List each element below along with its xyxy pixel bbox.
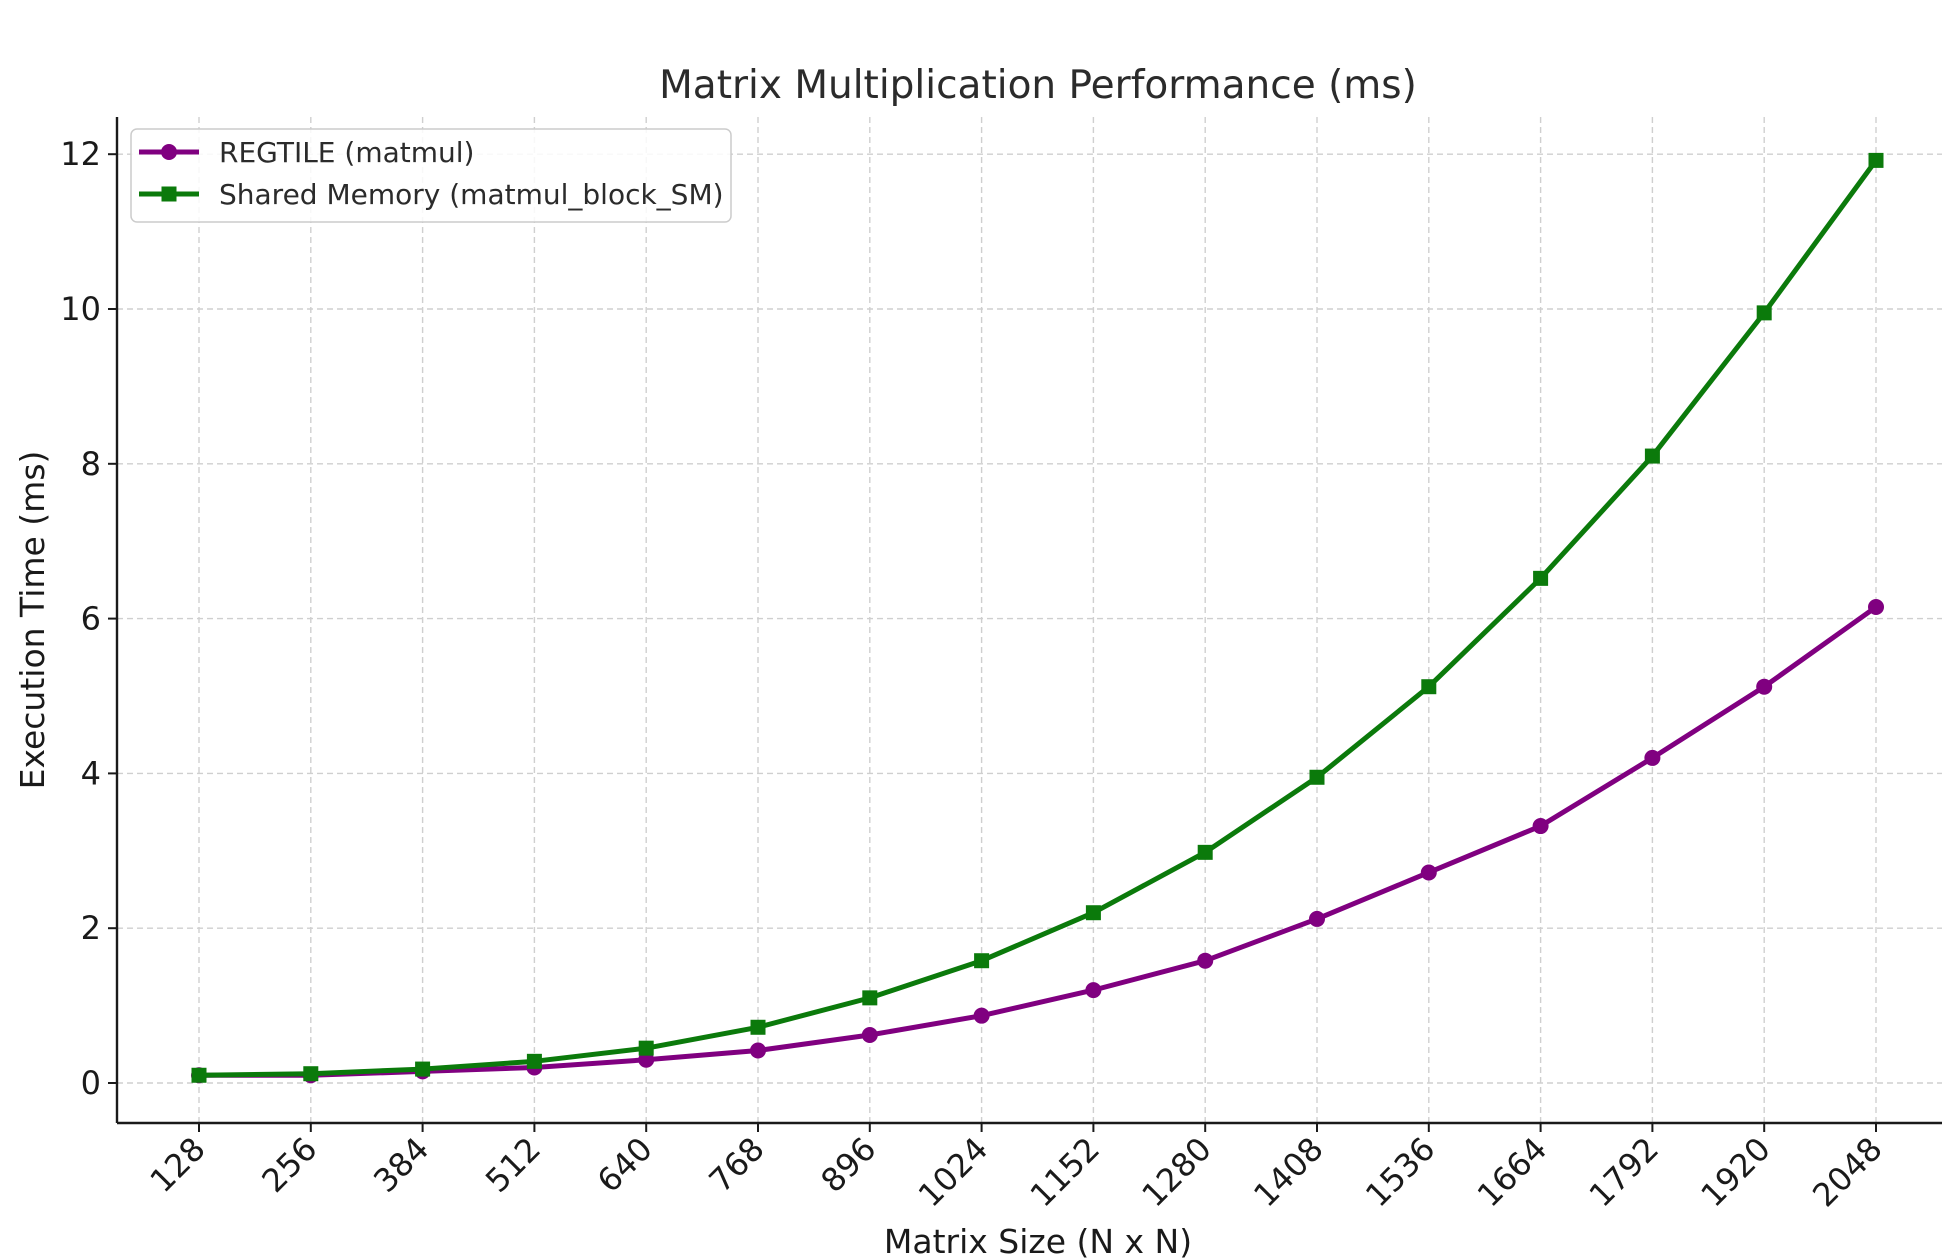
y-tick-label: 2 (81, 909, 101, 947)
axes (108, 117, 1942, 1132)
series-layer (191, 152, 1884, 1084)
data-point (1868, 152, 1884, 168)
x-tick-label: 1408 (1246, 1130, 1330, 1214)
data-point (862, 990, 878, 1006)
x-tick-label: 640 (590, 1130, 660, 1200)
series-1 (191, 598, 1884, 1084)
data-point (1533, 570, 1549, 586)
data-point (750, 1019, 766, 1035)
data-point (303, 1066, 319, 1082)
legend-box (130, 128, 732, 223)
x-tick-label: 1152 (1023, 1130, 1107, 1214)
x-tick-label: 1664 (1470, 1130, 1554, 1214)
x-tick-label: 128 (143, 1130, 213, 1200)
data-point (1532, 818, 1549, 835)
x-tick-label: 1280 (1134, 1130, 1218, 1214)
y-tick-label: 0 (81, 1064, 101, 1102)
data-point (1085, 905, 1101, 921)
data-point (1197, 952, 1214, 969)
data-point (974, 953, 990, 969)
legend-marker (161, 186, 177, 202)
y-tick-label: 8 (81, 445, 101, 483)
data-point (191, 1067, 207, 1083)
x-tick-label: 256 (254, 1130, 324, 1200)
x-tick-label: 2048 (1805, 1130, 1889, 1214)
series-line (198, 158, 1879, 1078)
x-tick-label: 768 (702, 1130, 772, 1200)
data-point (1085, 982, 1102, 999)
data-point (1197, 844, 1213, 860)
x-axis-label: Matrix Size (N x N) (884, 1222, 1192, 1259)
data-point (638, 1040, 654, 1056)
y-tick-label: 4 (81, 754, 101, 792)
series-line (199, 604, 1878, 1078)
y-tick-label: 12 (60, 135, 101, 173)
x-tick-label: 896 (813, 1130, 883, 1200)
data-point (1756, 678, 1773, 695)
data-point (861, 1027, 878, 1044)
x-tick-label: 1024 (911, 1130, 995, 1214)
data-point (526, 1053, 542, 1069)
chart-title: Matrix Multiplication Performance (ms) (659, 63, 1417, 108)
y-tick-label: 10 (60, 290, 101, 328)
data-point (1868, 598, 1884, 615)
data-point (415, 1061, 431, 1077)
legend-item: REGTILE (matmul) (139, 136, 474, 169)
legend-label: Shared Memory (matmul_block_SM) (219, 178, 724, 211)
data-point (1309, 769, 1325, 785)
data-point (1756, 305, 1772, 321)
data-point (1421, 679, 1437, 695)
x-tick-label: 1536 (1358, 1130, 1442, 1214)
data-point (1644, 749, 1661, 766)
x-tick-label: 384 (366, 1130, 436, 1200)
data-point (638, 1051, 655, 1068)
data-point (1420, 864, 1437, 881)
legend: REGTILE (matmul) Shared Memory (matmul_bl… (130, 128, 732, 223)
series-2 (191, 152, 1884, 1083)
x-tick-label: 1920 (1693, 1130, 1777, 1214)
grid (117, 117, 1942, 1123)
tick-labels: 128 256 384 512 640 768 896 1024 1152 1280 1408 153… (60, 135, 1889, 1214)
y-axis-label: Execution Time (ms) (13, 451, 52, 790)
data-point (973, 1007, 990, 1024)
data-point (1309, 910, 1325, 927)
data-point (1644, 448, 1660, 464)
x-tick-label: 1792 (1582, 1130, 1666, 1214)
legend-item: Shared Memory (matmul_block_SM) (139, 178, 724, 211)
y-tick-label: 6 (81, 600, 101, 638)
legend-marker (161, 144, 177, 160)
legend-label: REGTILE (matmul) (219, 136, 474, 169)
x-tick-label: 512 (478, 1130, 548, 1200)
data-point (750, 1042, 766, 1059)
